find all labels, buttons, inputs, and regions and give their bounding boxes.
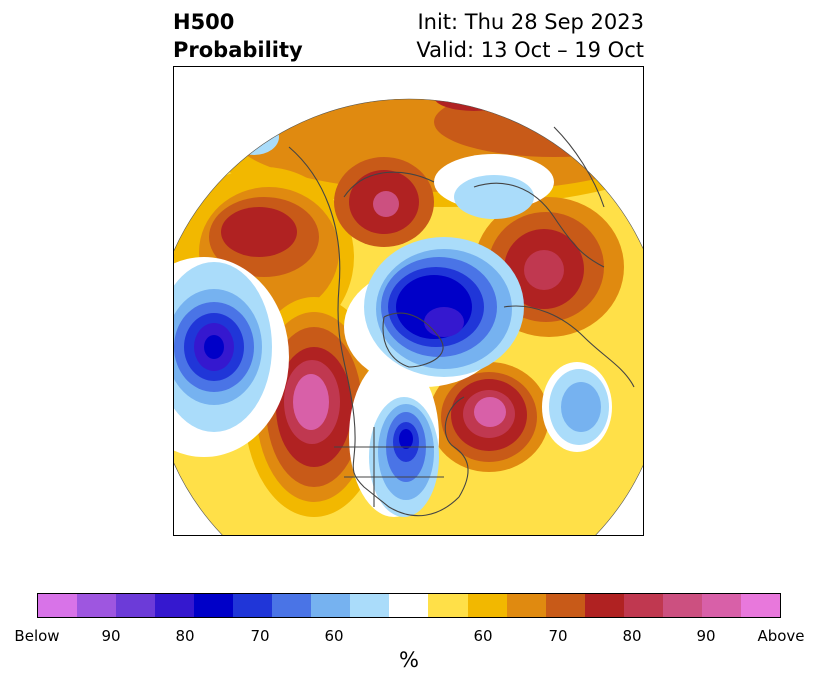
colorbar-segment bbox=[506, 594, 546, 617]
colorbar-segment bbox=[545, 594, 585, 617]
colorbar-segment bbox=[116, 594, 156, 617]
init-date: Init: Thu 28 Sep 2023 bbox=[417, 10, 644, 34]
title-variable: H500 bbox=[173, 10, 235, 34]
colorbar-tick-label: 90 bbox=[696, 627, 716, 645]
map-panel bbox=[173, 66, 644, 536]
colorbar-segment bbox=[662, 594, 702, 617]
colorbar-units: % bbox=[399, 648, 419, 672]
title-field: Probability bbox=[173, 38, 303, 62]
coastlines bbox=[288, 126, 635, 517]
colorbar-tick-label: 60 bbox=[324, 627, 344, 645]
chart-dates: Init: Thu 28 Sep 2023 Valid: 13 Oct – 19… bbox=[416, 8, 644, 64]
colorbar-segment bbox=[623, 594, 663, 617]
colorbar-tick-label: 90 bbox=[101, 627, 121, 645]
colorbar-tick-label: 70 bbox=[548, 627, 568, 645]
colorbar-tick-label: 80 bbox=[622, 627, 642, 645]
colorbar-tick-label: 80 bbox=[175, 627, 195, 645]
probability-shading bbox=[174, 99, 643, 535]
colorbar-tick-label: Below bbox=[14, 627, 60, 645]
chart-title: H500 Probability bbox=[173, 8, 303, 64]
colorbar-segment bbox=[350, 594, 390, 617]
colorbar-segment bbox=[233, 594, 273, 617]
colorbar-tick-label: 60 bbox=[473, 627, 493, 645]
colorbar-segment bbox=[311, 594, 351, 617]
colorbar-segment bbox=[272, 594, 312, 617]
colorbar-tick-label: Above bbox=[757, 627, 805, 645]
colorbar-tick-label: 70 bbox=[250, 627, 270, 645]
colorbar-segment bbox=[740, 594, 780, 617]
probability-map bbox=[174, 98, 643, 535]
colorbar-segment bbox=[701, 594, 741, 617]
colorbar-segment bbox=[38, 594, 78, 617]
colorbar-segment bbox=[428, 594, 468, 617]
valid-range: Valid: 13 Oct – 19 Oct bbox=[416, 38, 644, 62]
colorbar-segment bbox=[389, 594, 429, 617]
colorbar-segment bbox=[194, 594, 234, 617]
colorbar-segment bbox=[584, 594, 624, 617]
colorbar-segment bbox=[155, 594, 195, 617]
colorbar-segment bbox=[467, 594, 507, 617]
colorbar bbox=[37, 593, 781, 618]
colorbar-segment bbox=[77, 594, 117, 617]
